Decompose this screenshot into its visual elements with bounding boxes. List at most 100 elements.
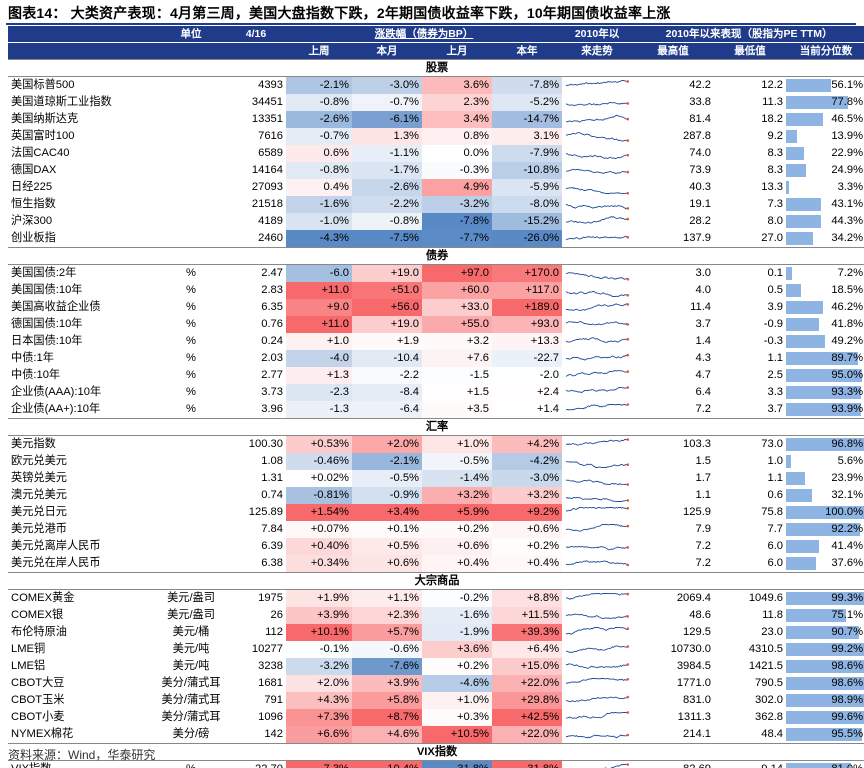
asset-name: LME铜 [11,643,46,655]
high-value: 125.9 [683,506,712,518]
table-row: CBOT玉米 美分/蒲式耳 791 +4.3% +5.8% +1.0% +29.8% 831.… [8,692,864,709]
sparkline-path [565,79,628,86]
percentile-cell: 99.2% [786,641,864,658]
percentile-value: 96.8% [831,438,864,450]
change-ytd: -5.2% [492,94,563,111]
table-row: 德国国债:10年% 0.76 +11.0 +19.0 +55.0 +93.0 3.7 -0.9… [8,316,864,333]
percentile-cell: 3.3% [786,179,864,196]
asset-name: 日本国债:10年 [11,335,83,347]
percentile-value: 93.3% [831,386,864,398]
sparkline-path [565,523,628,532]
sparkline-path [565,644,629,653]
change-week: +0.53% [286,435,352,453]
percentile-value: 77.8% [831,96,864,108]
sparkline-chart [565,320,630,326]
unit [156,162,226,179]
trend-sparkline [562,590,632,608]
sparkline-chart [565,101,630,106]
change-week: -0.8% [286,162,352,179]
low-value: 27.0 [761,232,784,244]
latest-value: 7616 [258,130,283,142]
change-mtd: -7.5% [352,230,422,248]
change-last-month: -1.5 [422,367,492,384]
percentile-cell: 24.9% [786,162,864,179]
latest-value: 1975 [258,592,283,604]
change-week: +0.34% [286,555,352,573]
high-value: 1.7 [695,472,712,484]
sparkline-latest-dot [626,482,630,486]
sparkline-chart [565,131,630,142]
asset-name: NYMEX棉花 [11,728,74,740]
trend-sparkline [562,401,632,419]
percentile-value: 75.1% [831,609,864,621]
percentile-value: 46.5% [831,113,864,125]
trend-sparkline [562,384,632,401]
asset-name: 布伦特原油 [11,626,67,638]
sparkline-latest-dot [626,733,630,736]
table-row: 澳元兑美元 0.74 -0.81% -0.9% +3.2% +3.2% 1.1 0.6 32.1… [8,487,864,504]
trend-sparkline [562,196,632,213]
low-value: 1.1 [767,472,784,484]
percentile-bar [786,164,806,177]
latest-value: 2.77 [261,369,283,381]
percentile-cell: 99.6% [786,709,864,726]
asset-name: 中债:10年 [11,369,61,381]
change-mtd: +3.9% [352,675,422,692]
unit [156,487,226,504]
table-row: 美国国债:10年% 2.83 +11.0 +51.0 +60.0 +117.0 4.0 0.5… [8,282,864,299]
percentile-cell: 5.6% [786,453,864,470]
trend-sparkline [562,470,632,487]
trend-sparkline [562,282,632,299]
latest-value: 0.76 [261,318,283,330]
latest-value: 4393 [258,79,283,91]
percentile-value: 18.5% [831,284,864,296]
unit [156,196,226,213]
sparkline-path [565,101,628,106]
sparkline-latest-dot [626,206,630,210]
change-mtd: +0.1% [352,521,422,538]
unit: % [186,301,196,313]
sparkline-latest-dot [626,170,630,173]
percentile-cell: 46.5% [786,111,864,128]
header-ytd: 本年 [492,42,563,60]
unit [156,436,226,454]
sparkline-latest-dot [626,644,630,648]
high-value: 2069.4 [676,592,712,604]
change-mtd: -0.6% [352,641,422,658]
percentile-bar [786,711,864,724]
header-low: 最低值 [714,42,787,60]
asset-name: 欧元兑美元 [11,455,67,467]
sparkline-chart [565,302,630,311]
high-value: 1311.3 [677,711,712,723]
change-ytd: +1.4 [492,401,563,419]
sparkline-latest-dot [626,217,630,220]
asset-name: VIX指数 [8,761,156,768]
change-mtd: -6.4 [352,401,422,419]
asset-name: 德国国债:10年 [11,318,83,330]
change-ytd: +6.4% [492,641,563,658]
header-week: 上周 [286,42,352,60]
percentile-bar [786,557,817,570]
latest-value: 112 [265,626,283,638]
change-mtd: +19.0 [352,264,422,282]
change-week: -0.81% [286,487,352,504]
section-title: 大宗商品 [8,572,864,590]
percentile-cell: 22.9% [786,145,864,162]
sparkline-latest-dot [626,695,630,698]
change-last-month: 3.6% [422,76,492,94]
sparkline-latest-dot [626,337,630,340]
trend-sparkline [562,487,632,504]
sparkline-latest-dot [626,277,630,280]
asset-name: 美国高收益企业债 [11,301,101,313]
change-last-month: 0.0% [422,145,492,162]
percentile-value: 34.2% [831,232,864,244]
percentile-value: 5.6% [837,455,864,467]
high-value: 214.1 [683,728,712,740]
change-ytd: +4.2% [492,435,563,453]
sparkline-latest-dot [626,369,630,373]
trend-sparkline [562,230,632,248]
latest-value: 13351 [251,113,283,125]
asset-name: 英镑兑美元 [11,472,67,484]
low-value: 8.3 [767,164,784,176]
table-row: 美元兑在岸人民币 6.38 +0.34% +0.6% +0.4% +0.4% 7.2 6.0 3… [8,555,864,573]
